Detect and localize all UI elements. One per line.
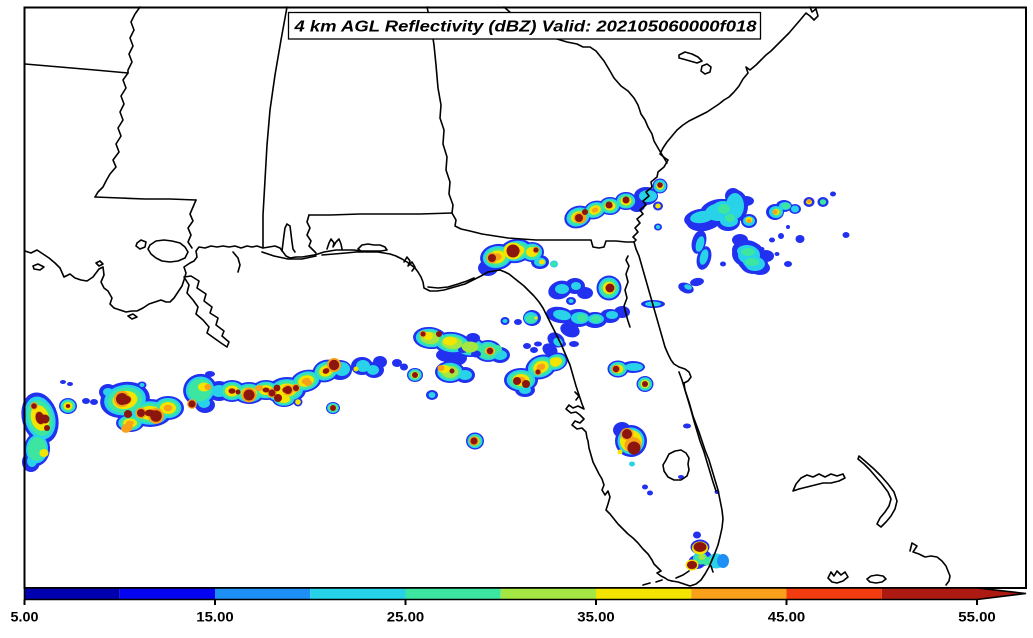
- svg-text:25.00: 25.00: [387, 609, 425, 625]
- svg-text:15.00: 15.00: [196, 609, 234, 625]
- svg-text:45.00: 45.00: [768, 609, 806, 625]
- svg-text:55.00: 55.00: [958, 609, 996, 625]
- svg-text:35.00: 35.00: [577, 609, 615, 625]
- svg-text:4 km AGL Reflectivity (dBZ) Va: 4 km AGL Reflectivity (dBZ) Valid: 20210…: [293, 19, 756, 36]
- svg-text:5.00: 5.00: [11, 609, 39, 625]
